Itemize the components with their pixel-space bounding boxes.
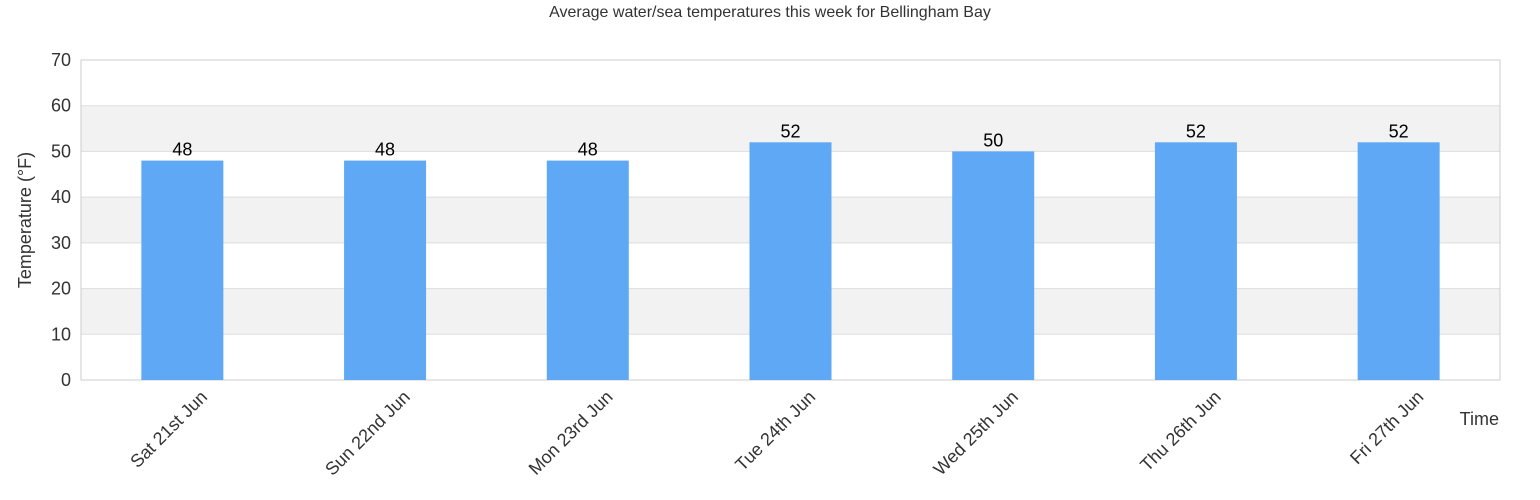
y-axis-ticks: 0 10 20 30 40 50 60 70 [51, 50, 71, 390]
x-axis-title: Time [1460, 409, 1499, 429]
x-tick-label: Sat 21st Jun [126, 387, 211, 472]
y-tick-label: 10 [51, 324, 71, 344]
data-label: 52 [1186, 121, 1206, 141]
plot-band [81, 60, 1500, 106]
x-tick-label: Mon 23rd Jun [525, 387, 617, 479]
y-tick-label: 20 [51, 279, 71, 299]
bars [141, 142, 1440, 380]
data-label: 52 [1389, 121, 1409, 141]
data-label: 48 [578, 140, 598, 160]
y-axis-title: Temperature (°F) [15, 152, 35, 288]
x-tick-label: Tue 24th Jun [731, 387, 819, 475]
y-tick-label: 70 [51, 50, 71, 70]
bar [1154, 142, 1237, 380]
bar [1357, 142, 1440, 380]
data-label: 48 [375, 140, 395, 160]
y-tick-label: 30 [51, 233, 71, 253]
chart-title: Average water/sea temperatures this week… [549, 4, 991, 21]
bar [749, 142, 832, 380]
x-tick-label: Sun 22nd Jun [321, 387, 414, 480]
x-tick-label: Thu 26th Jun [1136, 387, 1224, 475]
y-tick-label: 0 [61, 370, 71, 390]
x-tick-label: Fri 27th Jun [1346, 387, 1427, 468]
bar [952, 151, 1035, 380]
x-tick-label: Wed 25th Jun [930, 387, 1022, 479]
data-label: 52 [780, 121, 800, 141]
y-tick-label: 40 [51, 187, 71, 207]
data-label: 50 [983, 130, 1003, 150]
x-axis-ticks: Sat 21st Jun Sun 22nd Jun Mon 23rd Jun Tue … [126, 387, 1427, 480]
data-labels: 48 48 48 52 50 52 52 [172, 121, 1408, 159]
y-tick-label: 50 [51, 141, 71, 161]
y-tick-label: 60 [51, 96, 71, 116]
data-label: 48 [172, 140, 192, 160]
bar [344, 160, 427, 380]
bar [546, 160, 629, 380]
bar [141, 160, 224, 380]
